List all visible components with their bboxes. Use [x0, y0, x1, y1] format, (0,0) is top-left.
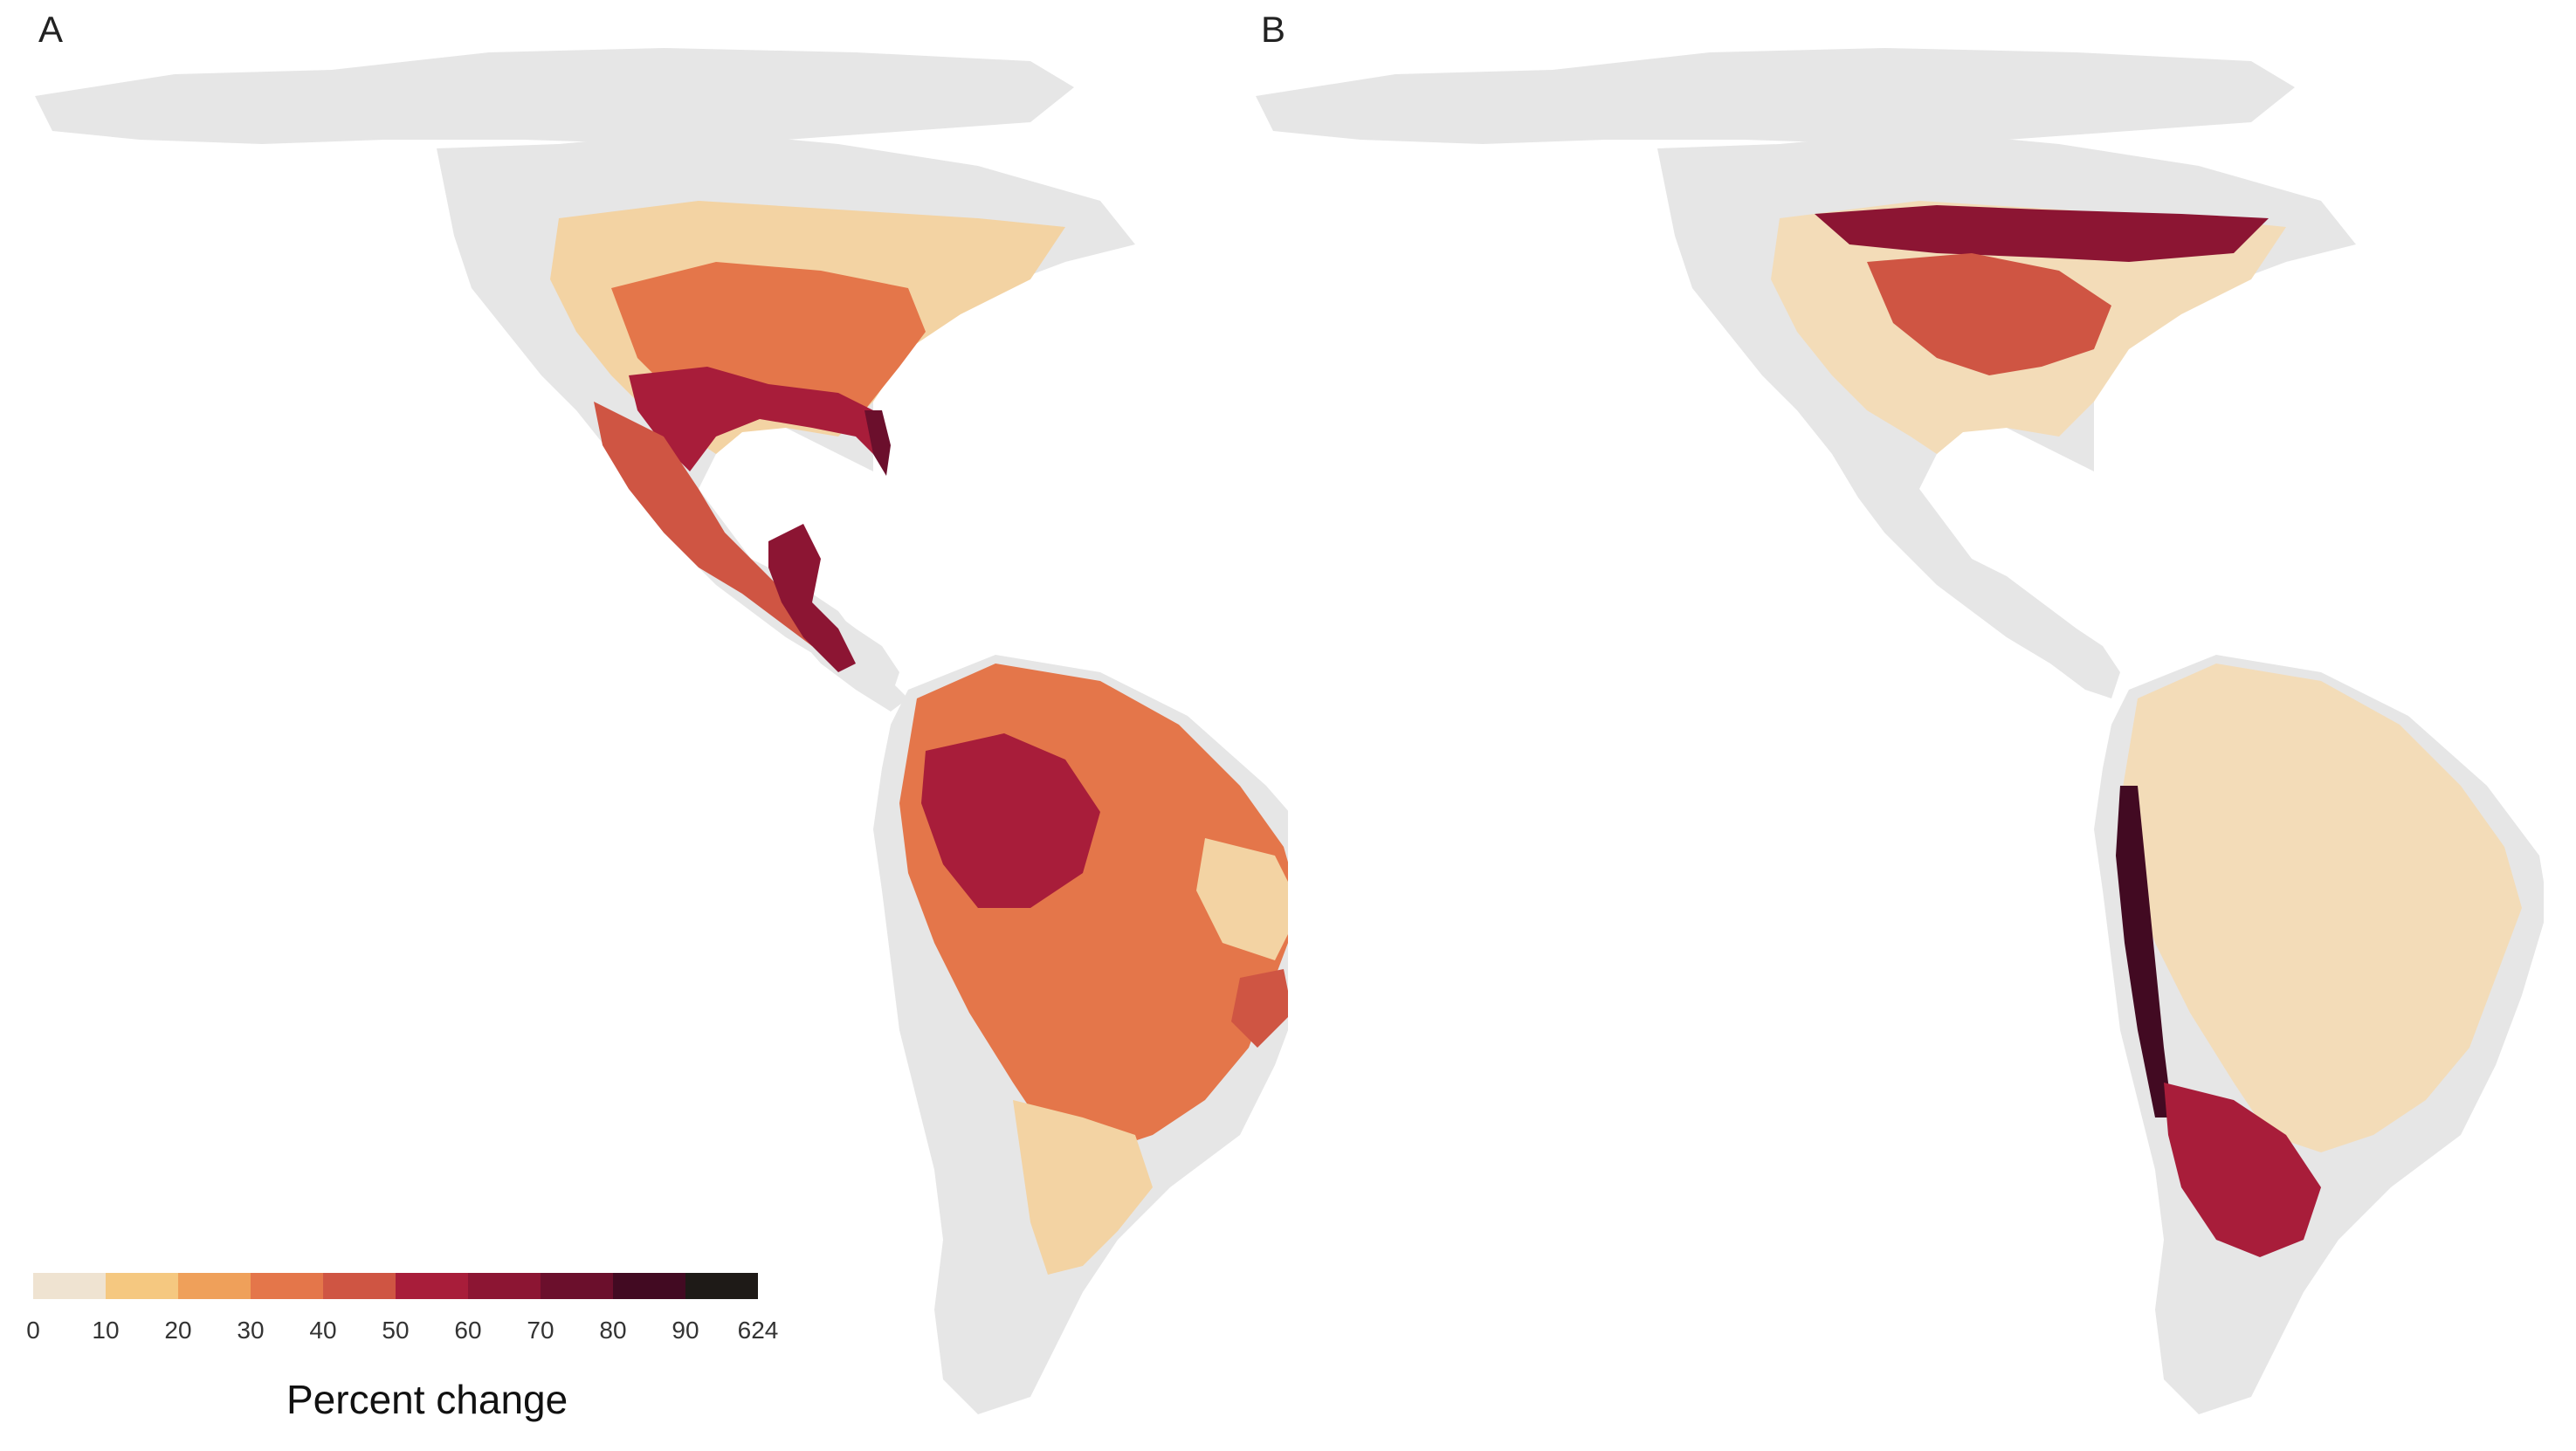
- legend-tick-label: 60: [454, 1317, 482, 1344]
- panel-b: B: [1256, 0, 2544, 1451]
- legend-tick-label: 624: [737, 1317, 779, 1344]
- heat-zone-na-north: [1815, 205, 2269, 262]
- map-b: [1256, 48, 2544, 1414]
- panel-label-a: A: [38, 9, 64, 50]
- legend-tick-label: 30: [237, 1317, 265, 1344]
- legend-swatch: [541, 1273, 613, 1299]
- legend-tick-label: 80: [599, 1317, 627, 1344]
- legend-swatch: [468, 1273, 541, 1299]
- legend-swatch: [323, 1273, 396, 1299]
- heat-zone-sa-andes: [2116, 786, 2173, 1117]
- legend: 0 10 20 30 40 50 60 70 80 90 624 Percent change: [26, 1273, 778, 1439]
- legend-swatch: [685, 1273, 758, 1299]
- heat-zone-sa-south: [2164, 1083, 2321, 1257]
- legend-swatch: [396, 1273, 468, 1299]
- legend-swatch: [33, 1273, 106, 1299]
- legend-swatch: [251, 1273, 323, 1299]
- heat-zone-na-core: [1867, 253, 2111, 375]
- legend-tick-label: 10: [92, 1317, 120, 1344]
- arctic-islands: [1256, 48, 2295, 144]
- panel-label-b: B: [1261, 9, 1286, 50]
- legend-swatch: [106, 1273, 178, 1299]
- legend-tick-label: 90: [672, 1317, 699, 1344]
- legend-tick-label: 40: [309, 1317, 337, 1344]
- heat-zone-sa-east: [1231, 969, 1288, 1048]
- arctic-islands: [35, 48, 1074, 144]
- heat-zone-yucatan: [768, 524, 856, 672]
- panel-a: A: [35, 9, 1288, 1414]
- heat-zone-florida: [864, 410, 891, 476]
- heat-zone-sa-pale: [1196, 838, 1288, 960]
- heat-zone-na-high: [629, 367, 882, 471]
- legend-tick-label: 20: [164, 1317, 192, 1344]
- heat-zone-sa-pale: [2120, 664, 2522, 1152]
- legend-title: Percent change: [286, 1377, 568, 1422]
- legend-swatch: [613, 1273, 685, 1299]
- legend-color-bar: [33, 1273, 758, 1299]
- heat-zone-sa-south: [1013, 1100, 1153, 1275]
- legend-tick-label: 70: [527, 1317, 554, 1344]
- legend-tick-label: 50: [382, 1317, 410, 1344]
- legend-tick-label: 0: [26, 1317, 40, 1344]
- map-a: [35, 48, 1288, 1414]
- heat-zone-sa-high: [921, 733, 1100, 908]
- legend-ticks: 0 10 20 30 40 50 60 70 80 90 624: [26, 1317, 778, 1351]
- legend-swatch: [178, 1273, 251, 1299]
